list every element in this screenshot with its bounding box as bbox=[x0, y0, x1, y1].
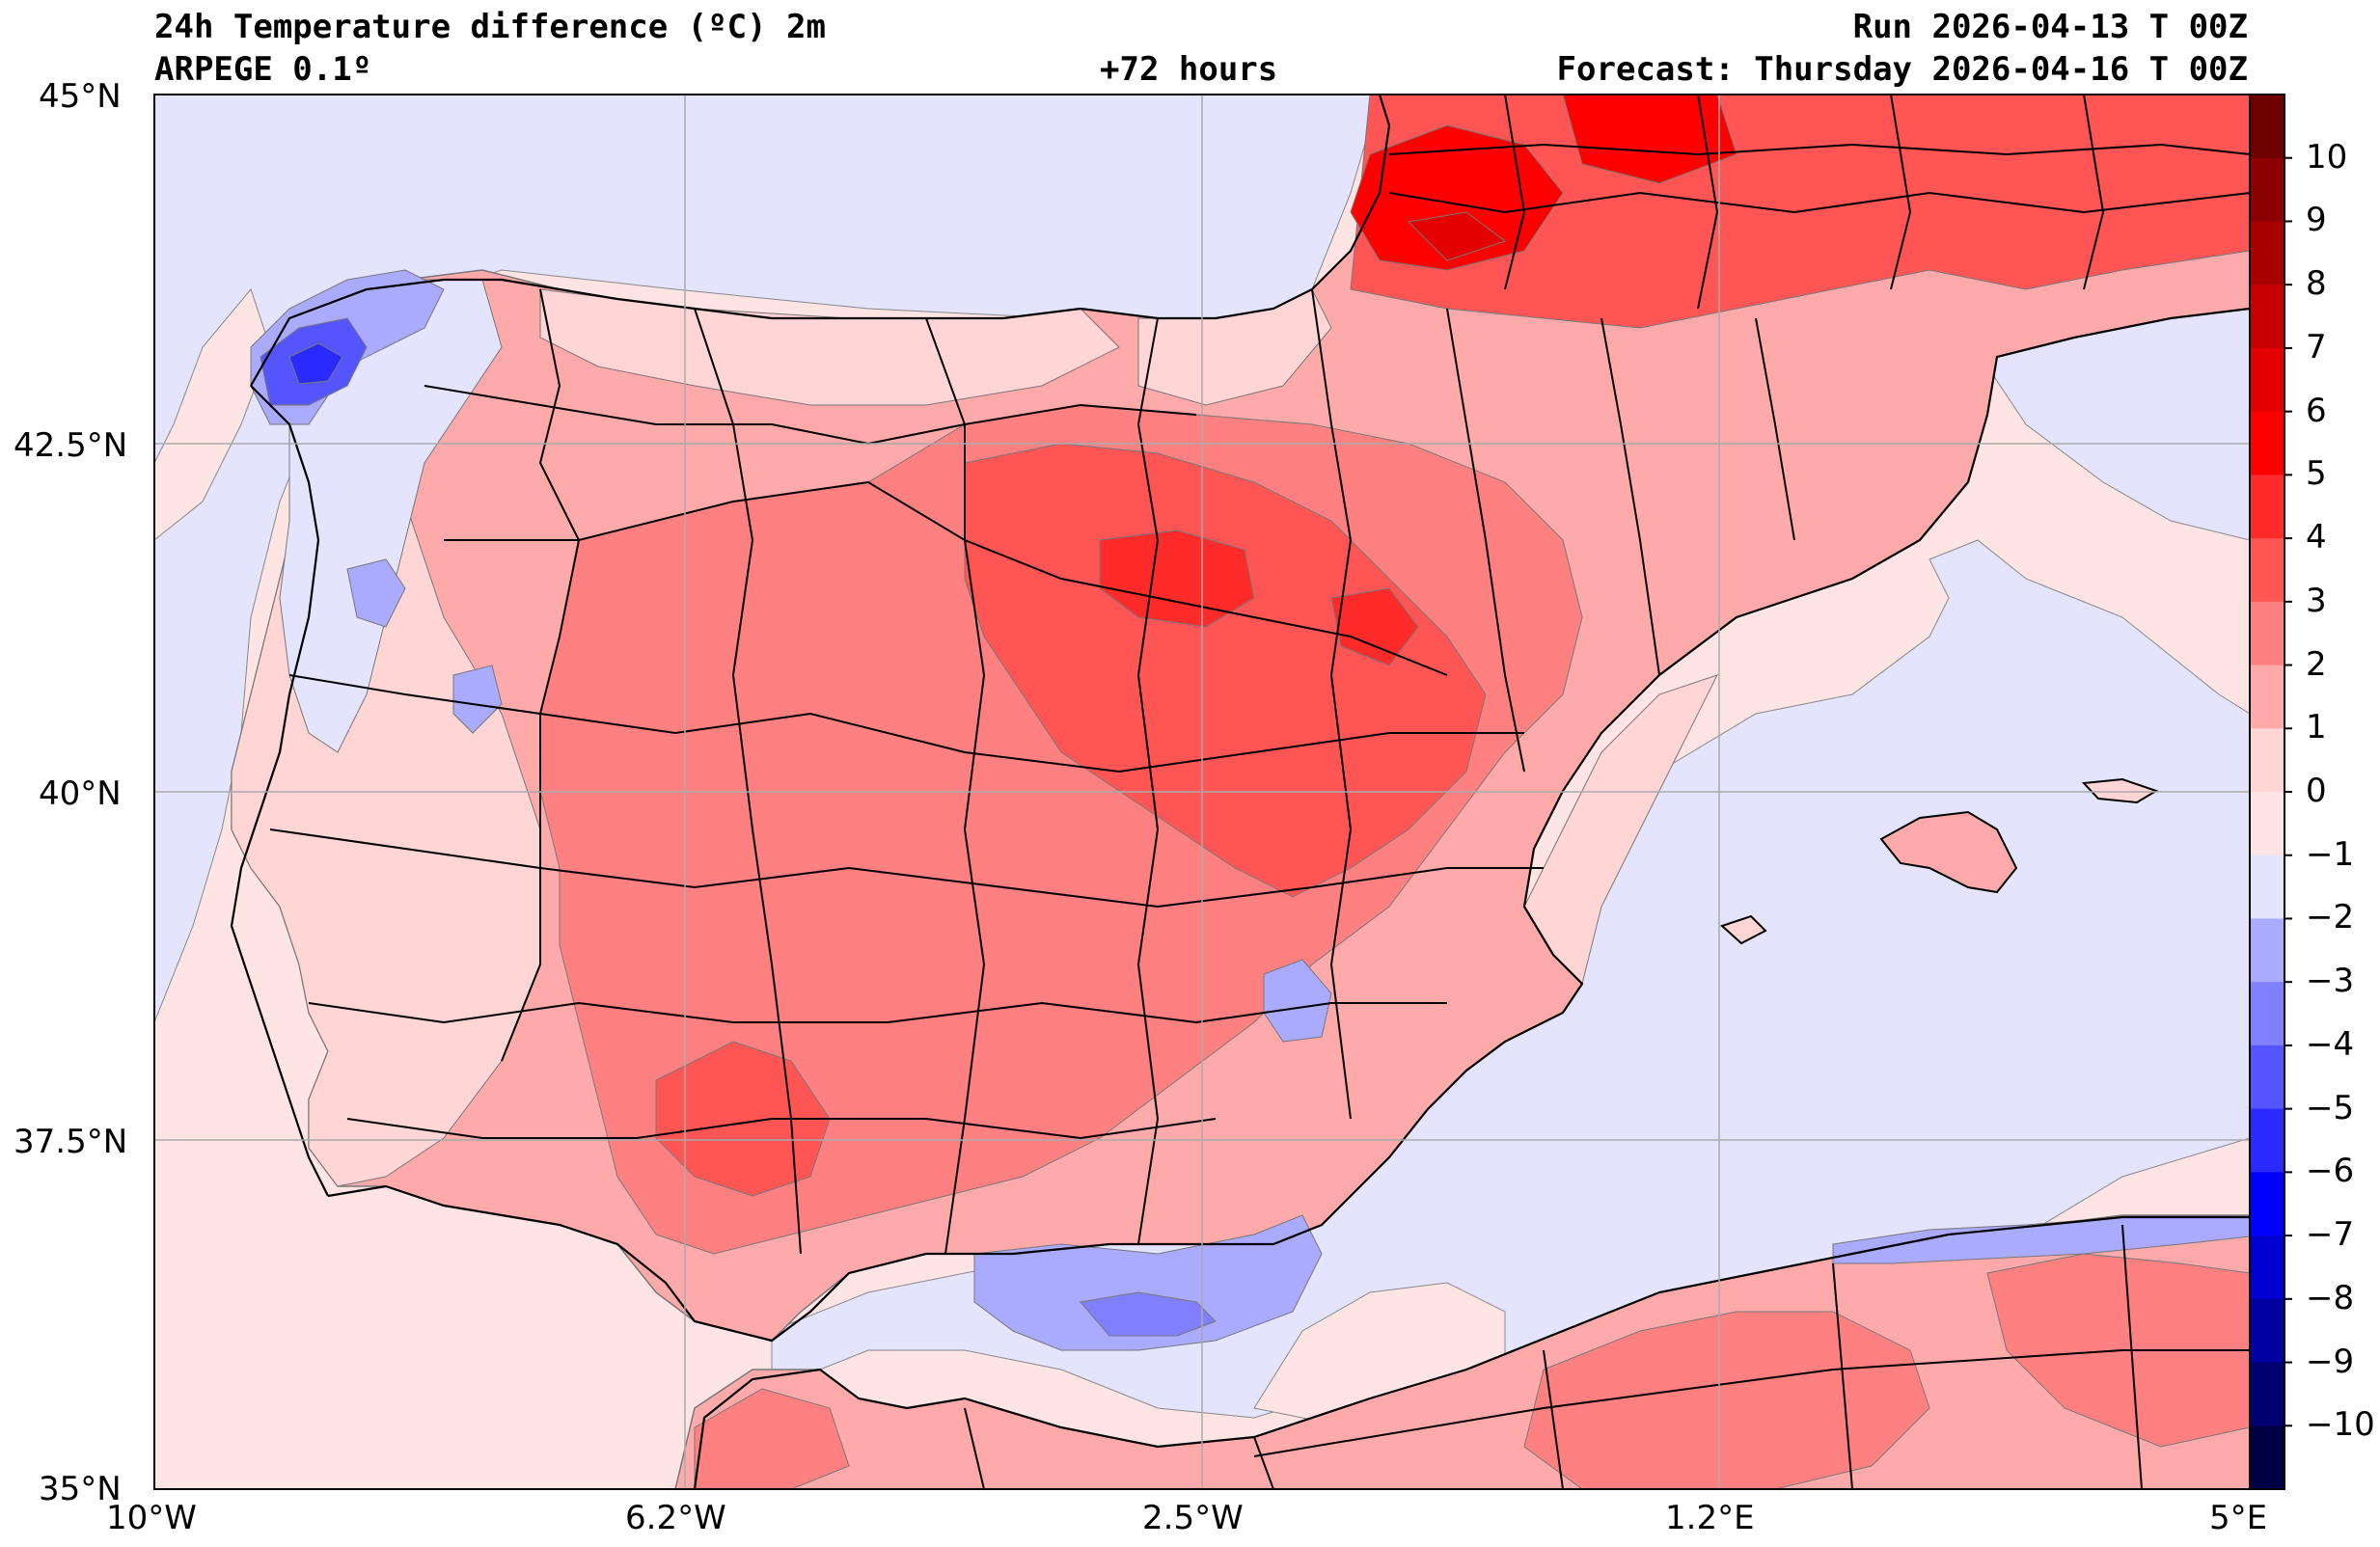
zone-france-warm-6 bbox=[1407, 211, 1507, 261]
colorbar-segment bbox=[2250, 665, 2284, 729]
colorbar-label: 5 bbox=[2306, 454, 2327, 494]
colorbar-segment bbox=[2250, 1362, 2284, 1426]
colorbar-segment bbox=[2250, 1298, 2284, 1364]
colorbar-label: 0 bbox=[2306, 772, 2327, 810]
zone-warm-4-east bbox=[1330, 587, 1419, 666]
colorbar-segment bbox=[2250, 157, 2284, 223]
cold-alboran-3 bbox=[1080, 1291, 1217, 1337]
colorbar-label: 7 bbox=[2306, 327, 2327, 366]
colorbar-segment bbox=[2250, 285, 2284, 349]
lead-time-label: +72 hours bbox=[1100, 50, 1278, 89]
colorbar-segment bbox=[2250, 1425, 2284, 1490]
colorbar-segment bbox=[2250, 1108, 2284, 1173]
colorbar-segment bbox=[2250, 221, 2284, 285]
colorbar-segment bbox=[2250, 538, 2284, 603]
colorbar-segment bbox=[2250, 411, 2284, 475]
cold-portugal-north bbox=[346, 558, 406, 628]
menorca bbox=[2081, 777, 2159, 804]
run-label: Run 2026-04-13 T 00Z bbox=[1852, 8, 2248, 46]
colorbar-segment bbox=[2250, 95, 2284, 159]
zone-france-warm-5 bbox=[1350, 124, 1564, 271]
colorbar-label: 1 bbox=[2306, 708, 2327, 747]
colorbar-label: 10 bbox=[2306, 137, 2348, 176]
colorbar-label: −7 bbox=[2306, 1215, 2355, 1255]
model-label: ARPEGE 0.1º bbox=[154, 50, 372, 89]
africa-coastline bbox=[693, 1215, 2250, 1489]
colorbar-label: 6 bbox=[2306, 391, 2327, 430]
colorbar-label: −3 bbox=[2306, 962, 2355, 1001]
zone-france-warm-5b bbox=[1562, 95, 1737, 184]
colorbar-label: −1 bbox=[2306, 834, 2355, 874]
colorbar-segment bbox=[2250, 1235, 2284, 1300]
lat-tick-40: 40°N bbox=[39, 774, 122, 813]
colorbar-segment bbox=[2250, 855, 2284, 920]
colorbar-label: −2 bbox=[2306, 898, 2355, 937]
mallorca bbox=[1879, 810, 2018, 894]
lat-tick-42-5: 42.5°N bbox=[14, 426, 128, 465]
colorbar-segment bbox=[2250, 792, 2284, 856]
colorbar-segment bbox=[2250, 347, 2284, 413]
colorbar-label: −6 bbox=[2306, 1152, 2355, 1191]
colorbar-label: 9 bbox=[2306, 201, 2327, 240]
forecast-label: Forecast: Thursday 2026-04-16 T 00Z bbox=[1556, 50, 2248, 89]
zone-africa-warm-3b bbox=[1523, 1311, 1930, 1489]
cold-galicia-4 bbox=[288, 342, 343, 385]
graticule bbox=[154, 95, 2250, 1489]
zone-africa-warm-3 bbox=[694, 1388, 850, 1489]
colorbar-label: −9 bbox=[2306, 1342, 2355, 1381]
colorbar-label: 4 bbox=[2306, 518, 2327, 557]
lon-tick-2-5w: 2.5°W bbox=[1142, 1499, 1244, 1537]
zone-warm-3-center bbox=[964, 443, 1487, 898]
colorbar-label: 3 bbox=[2306, 581, 2327, 620]
lon-tick-6-2w: 6.2°W bbox=[625, 1499, 726, 1537]
lat-tick-45: 45°N bbox=[39, 77, 122, 116]
cool-atlantic-west bbox=[154, 287, 271, 541]
colorbar-label: −8 bbox=[2306, 1278, 2355, 1317]
lon-tick-1-2e: 1.2°E bbox=[1665, 1499, 1755, 1537]
colorbar-label: 8 bbox=[2306, 264, 2327, 304]
colorbar-segment bbox=[2250, 601, 2284, 666]
colorbar-label: −5 bbox=[2306, 1088, 2355, 1127]
lon-tick-5e: 5°E bbox=[2209, 1499, 2268, 1537]
map-title: 24h Temperature difference (ºC) 2m bbox=[154, 8, 826, 46]
colorbar-label: −10 bbox=[2306, 1405, 2375, 1445]
lat-tick-37-5: 37.5°N bbox=[14, 1123, 128, 1161]
colorbar-segment bbox=[2250, 1045, 2284, 1110]
colorbar-segment bbox=[2250, 475, 2284, 539]
colorbar-segment bbox=[2250, 918, 2284, 983]
colorbar-label: 2 bbox=[2306, 644, 2327, 684]
colorbar-label: −4 bbox=[2306, 1024, 2355, 1064]
colorbar-segment bbox=[2250, 982, 2284, 1046]
cold-algeria-coast bbox=[1832, 1216, 2250, 1264]
lon-tick-10w: 10°W bbox=[106, 1499, 197, 1537]
ibiza bbox=[1720, 914, 1767, 945]
lat-tick-35: 35°N bbox=[39, 1470, 122, 1508]
iberia-west-coastline bbox=[230, 385, 329, 1197]
colorbar-segment bbox=[2250, 728, 2284, 793]
cold-portugal-2 bbox=[452, 665, 503, 734]
colorbar-segment bbox=[2250, 1172, 2284, 1236]
colorbar bbox=[2249, 94, 2292, 1490]
